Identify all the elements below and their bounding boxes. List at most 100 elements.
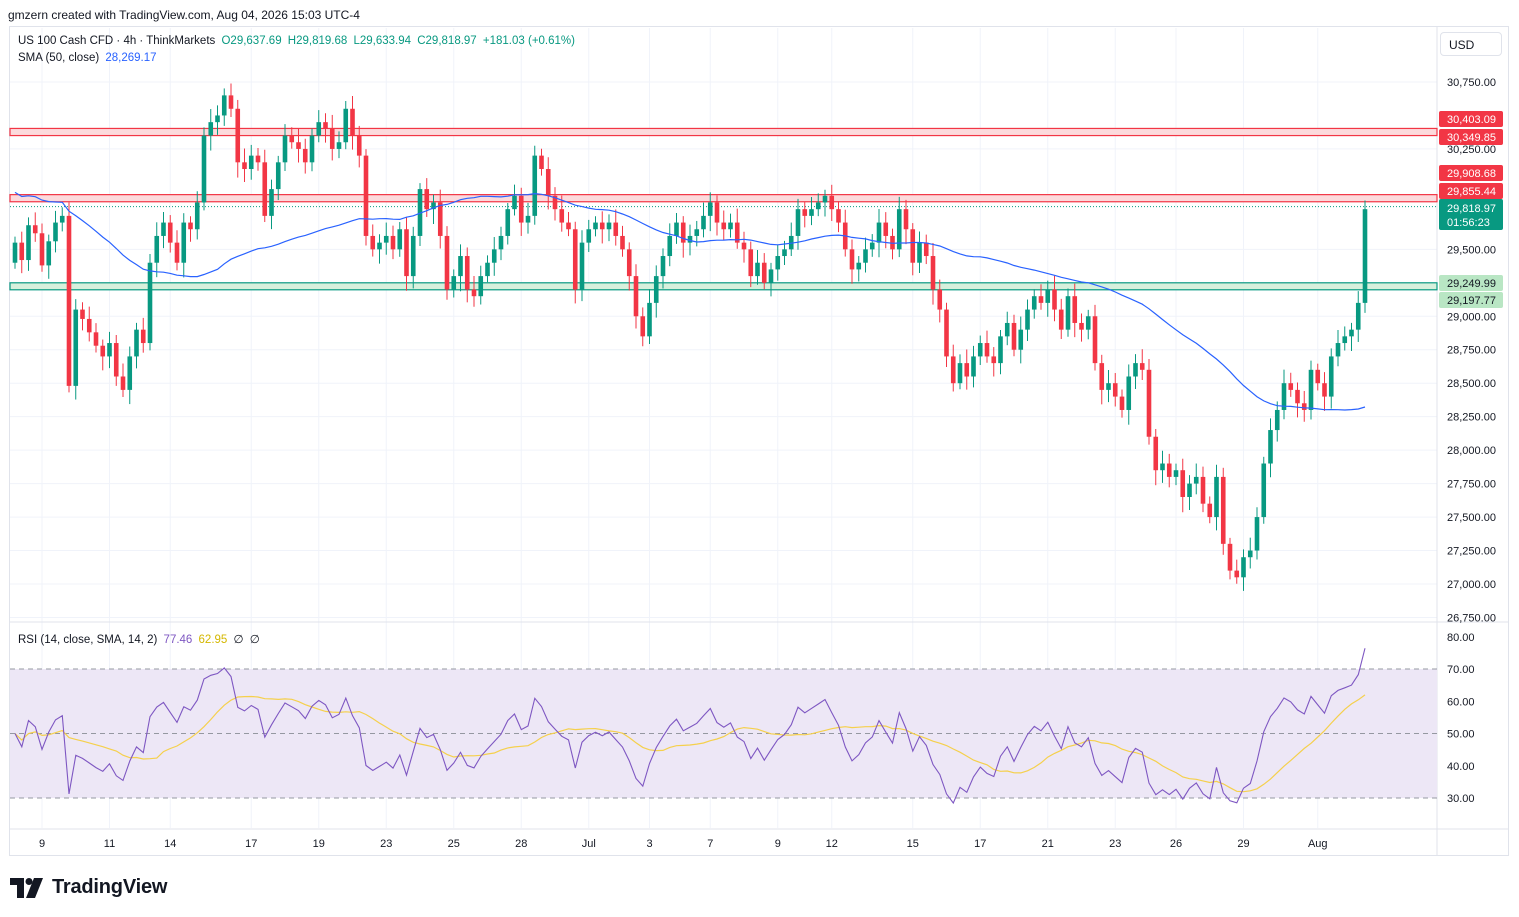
candle-body — [107, 343, 112, 357]
sma-value: 28,269.17 — [105, 52, 157, 64]
candle-body — [674, 222, 679, 236]
candle-body — [444, 235, 450, 290]
symbol-name[interactable]: US 100 Cash CFD · 4h · ThinkMarkets — [18, 35, 216, 47]
candle-body — [998, 336, 1003, 364]
candle-body — [404, 229, 409, 277]
rsi-legend: RSI (14, close, SMA, 14, 2) 77.46 62.95 … — [18, 632, 263, 646]
time-tick-label: 7 — [707, 838, 713, 850]
candle-body — [1052, 289, 1057, 310]
candle-body — [1268, 430, 1273, 464]
candle-body — [593, 222, 598, 230]
price-tick-label: 29,500.00 — [1447, 244, 1496, 256]
candle-body — [66, 215, 72, 386]
support-high-label-bg — [1439, 275, 1503, 291]
candle-body — [984, 343, 990, 357]
time-tick-label: 9 — [39, 838, 45, 850]
candle-body — [32, 225, 38, 234]
candle-body — [741, 242, 747, 250]
candle-body — [262, 162, 268, 216]
candle-body — [586, 229, 592, 243]
candle-body — [1328, 356, 1334, 397]
candle-body — [221, 95, 227, 116]
rsi-tick-label: 80.00 — [1447, 632, 1475, 644]
candle-body — [910, 229, 916, 263]
price-tick-label: 30,750.00 — [1447, 77, 1496, 89]
candle-body — [950, 356, 956, 384]
candle-body — [768, 269, 774, 283]
candle-body — [1173, 470, 1179, 477]
rsi-ma-line — [14, 694, 1366, 793]
sma-label[interactable]: SMA (50, close) — [18, 52, 100, 64]
time-tick-label: 17 — [974, 838, 986, 850]
candle-body — [1227, 543, 1233, 571]
resistance-lower-high-label: 29,908.68 — [1447, 168, 1496, 180]
rsi-line — [14, 648, 1366, 805]
candle-body — [1092, 316, 1098, 364]
candle-body — [471, 289, 477, 297]
candle-body — [1065, 296, 1071, 330]
time-tick-label: 28 — [515, 838, 527, 850]
ohlc-high: H29,819.68 — [287, 35, 348, 47]
candle-body — [1322, 383, 1327, 397]
candle-body — [1281, 383, 1287, 410]
price-tick-label: 27,250.00 — [1447, 546, 1496, 558]
candle-body — [1220, 476, 1226, 544]
rsi-ma-value: 62.95 — [198, 634, 228, 646]
price-tick-label: 28,000.00 — [1447, 445, 1496, 457]
candle-body — [1160, 463, 1165, 471]
candle-body — [140, 329, 146, 344]
candle-body — [242, 162, 247, 170]
time-tick-label: Aug — [1308, 838, 1328, 850]
candle-body — [1200, 476, 1206, 504]
time-axis: 9 11 14 17 19 23 25 28 Jul 3 7 9 12 15 17 21 23 26 29 Aug — [39, 838, 1328, 850]
rsi-value: 77.46 — [163, 634, 193, 646]
candle-body — [491, 249, 497, 263]
candle-body — [653, 276, 659, 303]
price-tick-label: 28,500.00 — [1447, 378, 1496, 390]
candle-body — [235, 108, 241, 163]
candle-body — [316, 122, 322, 136]
candle-body — [451, 276, 457, 290]
candle-body — [86, 318, 92, 333]
ohlc-low: L29,633.94 — [353, 35, 412, 47]
candle-body — [39, 233, 45, 266]
symbol-legend: US 100 Cash CFD · 4h · ThinkMarkets O29,… — [18, 35, 578, 47]
rsi-tick-label: 40.00 — [1447, 761, 1475, 773]
price-tick-label: 28,750.00 — [1447, 345, 1496, 357]
price-tick-label: 27,750.00 — [1447, 479, 1496, 491]
candle-body — [896, 209, 902, 250]
candle-body — [363, 155, 369, 236]
candle-body — [302, 148, 308, 163]
ohlc-change: +181.03 (+0.61%) — [482, 35, 575, 47]
candle-body — [397, 229, 403, 250]
candle-body — [437, 202, 443, 236]
rsi-label[interactable]: RSI (14, close, SMA, 14, 2) — [18, 634, 158, 646]
candle-body — [815, 202, 821, 210]
candle-body — [134, 329, 139, 357]
candle-body — [1207, 503, 1213, 518]
rsi-extra-1: ∅ — [233, 634, 244, 646]
candle-body — [269, 189, 274, 216]
candle-body — [431, 202, 436, 210]
candle-body — [410, 235, 416, 277]
candle-body — [579, 242, 585, 290]
candle-body — [599, 222, 605, 230]
candle-body — [863, 249, 868, 263]
price-tick-label: 26,750.00 — [1447, 612, 1496, 624]
candle-body — [532, 155, 538, 216]
candle-body — [1079, 322, 1084, 330]
candle-body — [822, 195, 828, 203]
tradingview-logo[interactable]: TradingView — [10, 876, 167, 899]
candle-body — [876, 222, 882, 243]
currency-button[interactable]: USD — [1440, 32, 1502, 56]
candle-body — [647, 302, 652, 337]
candle-body — [93, 332, 99, 346]
candle-body — [944, 309, 949, 357]
candle-body — [390, 235, 396, 250]
candle-body — [660, 256, 666, 277]
candle-body — [626, 249, 632, 277]
candle-body — [836, 209, 841, 223]
sma-series-line — [14, 191, 1366, 411]
candle-body — [370, 235, 376, 250]
